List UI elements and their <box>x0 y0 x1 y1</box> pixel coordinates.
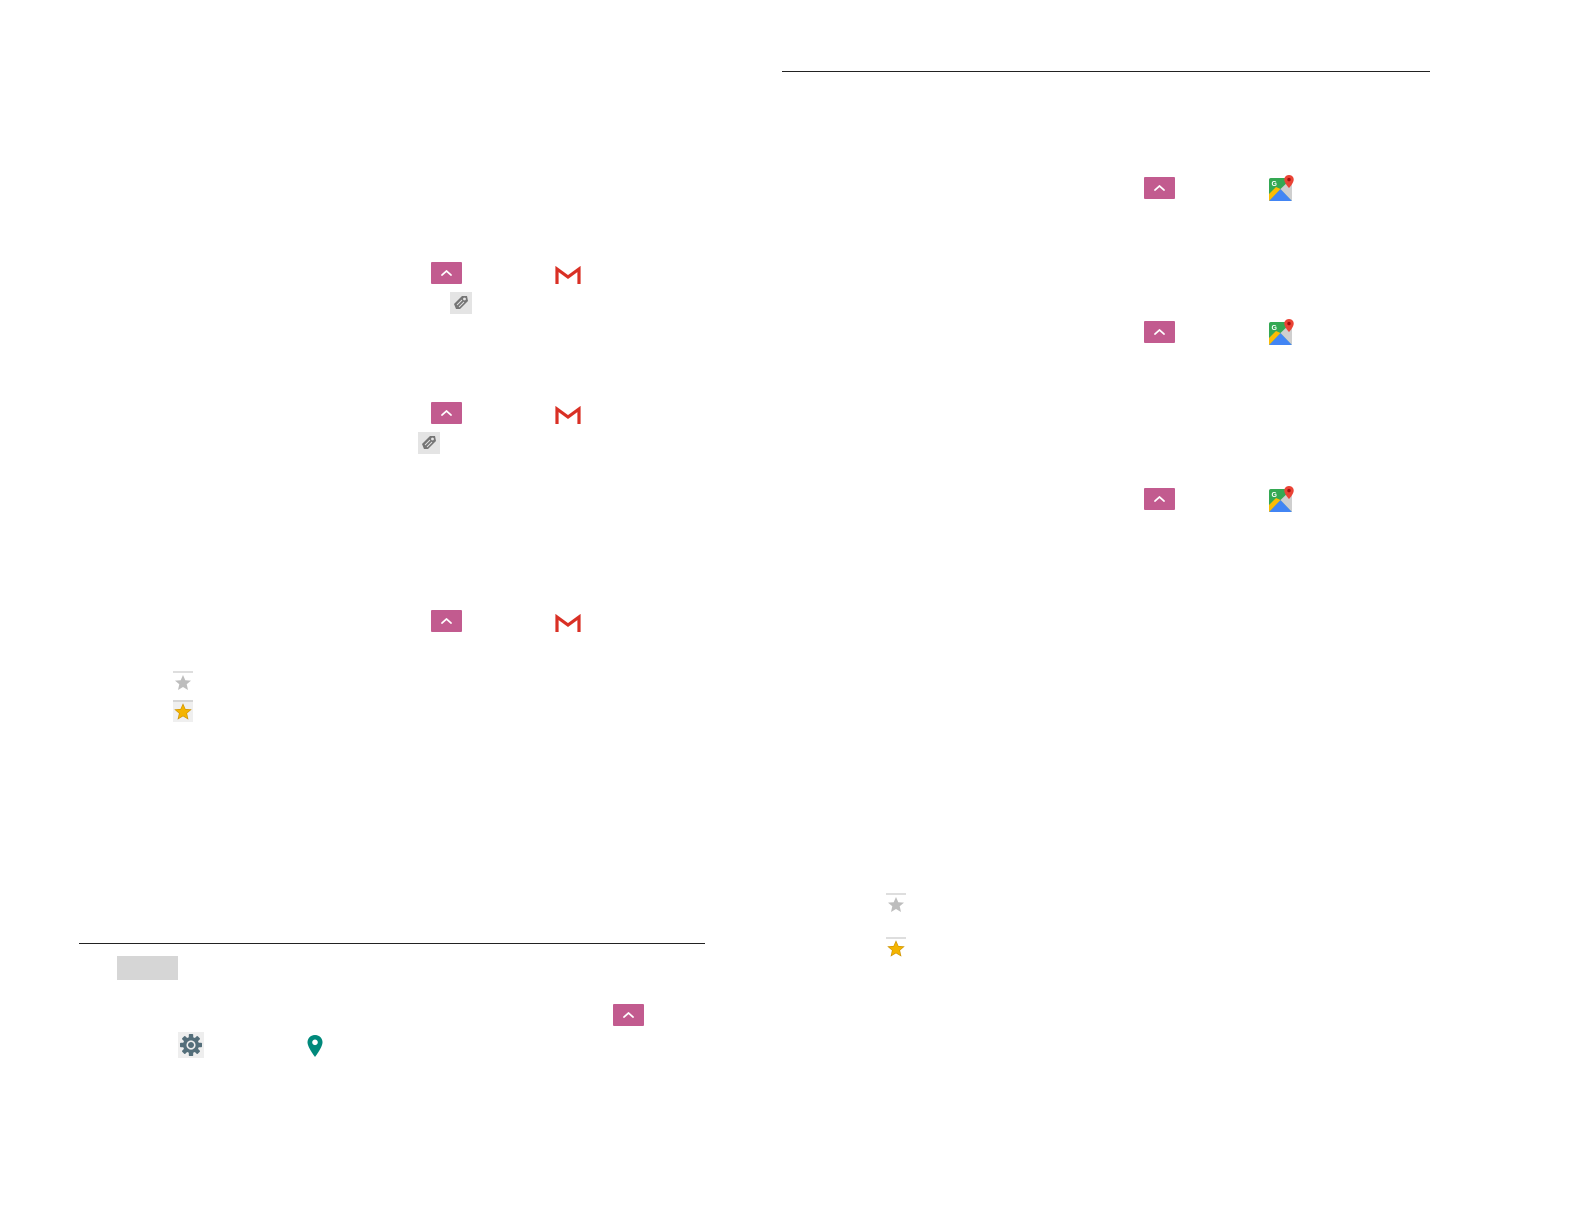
google-maps-icon: G <box>1268 318 1296 346</box>
label-tag-icon <box>418 432 440 454</box>
up-button[interactable] <box>1144 177 1175 199</box>
up-button[interactable] <box>1144 321 1175 343</box>
svg-text:G: G <box>1272 492 1278 499</box>
svg-text:G: G <box>1272 181 1278 188</box>
location-pin-icon <box>306 1034 324 1058</box>
horizontal-rule <box>79 943 705 944</box>
up-button[interactable] <box>431 402 462 424</box>
settings-gear-icon <box>178 1032 204 1058</box>
gmail-icon <box>555 614 581 634</box>
up-button[interactable] <box>431 262 462 284</box>
gray-placeholder-block <box>117 956 178 980</box>
google-maps-icon: G <box>1268 174 1296 202</box>
up-button[interactable] <box>613 1004 644 1026</box>
horizontal-rule <box>782 71 1430 72</box>
up-button[interactable] <box>431 610 462 632</box>
label-tag-icon <box>450 292 472 314</box>
svg-text:G: G <box>1272 325 1278 332</box>
star-filled-icon <box>173 700 193 722</box>
google-maps-icon: G <box>1268 485 1296 513</box>
gmail-icon <box>555 266 581 286</box>
star-outline-icon <box>886 893 906 915</box>
star-outline-icon <box>173 671 193 693</box>
gmail-icon <box>555 406 581 426</box>
star-filled-icon <box>886 937 906 959</box>
up-button[interactable] <box>1144 488 1175 510</box>
